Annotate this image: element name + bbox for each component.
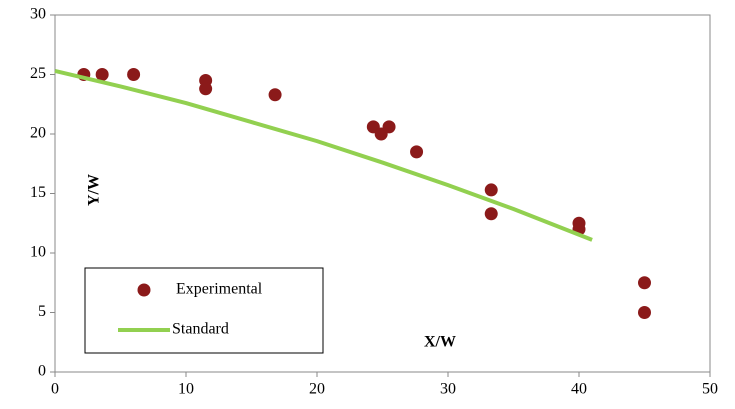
x-tick-label: 10 <box>178 381 194 398</box>
data-point <box>199 82 213 96</box>
x-tick-label: 40 <box>571 381 587 398</box>
legend-label: Experimental <box>176 281 263 298</box>
data-point <box>484 207 498 221</box>
y-tick-label: 15 <box>30 184 46 201</box>
line-series <box>54 68 593 242</box>
y-tick-label: 20 <box>30 125 46 142</box>
data-point <box>638 306 651 319</box>
data-point <box>268 88 282 102</box>
y-axis-label: Y/W <box>86 174 103 206</box>
data-point <box>638 276 651 290</box>
data-point <box>410 145 424 159</box>
x-tick-label: 0 <box>51 381 59 398</box>
data-point <box>95 68 109 81</box>
data-point <box>382 120 396 134</box>
data-point <box>127 68 141 81</box>
x-axis-label: X/W <box>424 334 456 351</box>
y-tick-label: 30 <box>30 6 46 23</box>
y-tick-label: 0 <box>38 363 46 380</box>
y-tick-label: 25 <box>30 65 46 82</box>
data-point <box>484 183 498 197</box>
y-tick-label: 10 <box>30 244 46 261</box>
y-tick-label: 5 <box>38 303 46 320</box>
x-tick-label: 50 <box>702 381 718 398</box>
x-tick-label: 30 <box>440 381 456 398</box>
x-tick-label: 20 <box>309 381 325 398</box>
legend-label: Standard <box>172 321 229 338</box>
legend-swatch <box>137 283 151 297</box>
legend-box <box>84 267 324 354</box>
